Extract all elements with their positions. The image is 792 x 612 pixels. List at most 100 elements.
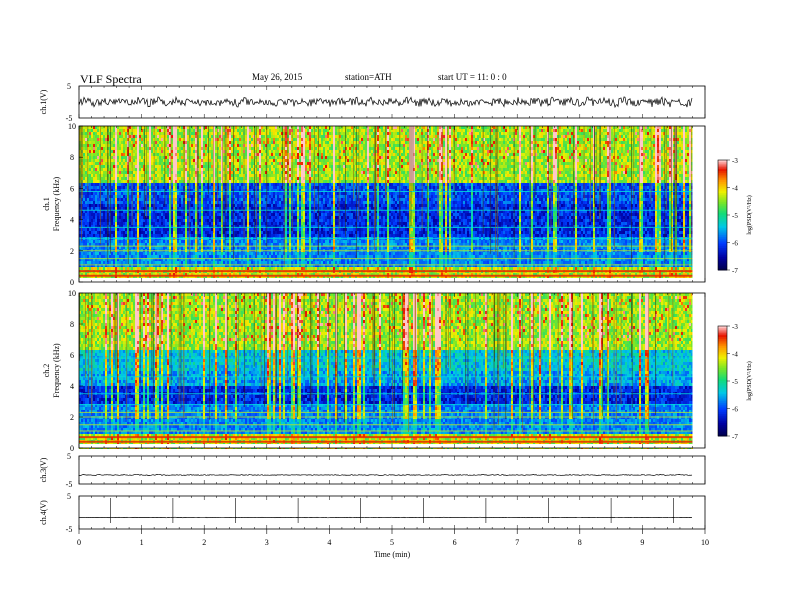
spectrogram-cell	[257, 132, 259, 135]
spectrogram-cell	[157, 132, 159, 135]
spectrogram-cell	[175, 159, 177, 162]
spectrogram-cell	[223, 264, 225, 267]
spectrogram-cell	[109, 246, 111, 249]
spectrogram-cell	[257, 147, 259, 150]
spectrogram-cell	[179, 174, 181, 177]
spectrogram-cell	[159, 186, 161, 189]
spectrogram-cell	[167, 264, 169, 267]
spectrogram-cell	[201, 159, 203, 162]
spectrogram-cell	[225, 162, 227, 165]
spectrogram-cell	[163, 180, 165, 183]
spectrogram-cell	[133, 207, 135, 210]
spectrogram-cell	[231, 255, 233, 258]
spectrogram-cell	[131, 255, 133, 258]
spectrogram-cell	[183, 228, 185, 231]
spectrogram-cell	[179, 243, 181, 246]
spectrogram-cell	[259, 195, 261, 198]
spectrogram-cell	[235, 255, 237, 258]
spectrogram-cell	[217, 126, 219, 129]
spectrogram-cell	[181, 216, 183, 219]
spectrogram-cell	[231, 147, 233, 150]
spectrogram-cell	[165, 153, 167, 156]
spectrogram-cell	[255, 192, 257, 195]
spectrogram-cell	[175, 240, 177, 243]
spectrogram-cell	[265, 174, 267, 177]
spectrogram-cell	[195, 156, 197, 159]
spectrogram-cell	[161, 192, 163, 195]
spectrogram-cell	[157, 198, 159, 201]
spectrogram-cell	[165, 135, 167, 138]
spectrogram-cell	[91, 201, 93, 204]
spectrogram-cell	[219, 144, 221, 147]
spectrogram-cell	[235, 204, 237, 207]
spectrogram-cell	[89, 135, 91, 138]
spectrogram-cell	[181, 222, 183, 225]
spectrogram-cell	[245, 162, 247, 165]
spectrogram-cell	[177, 243, 179, 246]
spectrogram-cell	[255, 198, 257, 201]
spectrogram-cell	[125, 165, 127, 168]
spectrogram-cell	[221, 189, 223, 192]
spectrogram-cell	[129, 132, 131, 135]
spectrogram-cell	[129, 183, 131, 186]
spectrogram-cell	[191, 231, 193, 234]
spectrogram-cell	[257, 240, 259, 243]
spectrogram-cell	[101, 198, 103, 201]
spectrogram-cell	[231, 171, 233, 174]
spectrogram-cell	[247, 258, 249, 261]
spectrogram-cell	[151, 192, 153, 195]
spectrogram-cell	[129, 168, 131, 171]
spectrogram-cell	[143, 162, 145, 165]
spectrogram-cell	[225, 273, 227, 276]
spectrogram-cell	[261, 138, 263, 141]
spectrogram-cell	[201, 162, 203, 165]
spectrogram-cell	[167, 177, 169, 180]
spectrogram-cell	[109, 231, 111, 234]
spectrogram-cell	[263, 180, 265, 183]
spectrogram-cell	[177, 258, 179, 261]
spectrogram-cell	[147, 228, 149, 231]
spectrogram-cell	[149, 159, 151, 162]
spectrogram-cell	[231, 126, 233, 129]
spectrogram-cell	[201, 234, 203, 237]
spectrogram-cell	[207, 195, 209, 198]
spectrogram-cell	[165, 240, 167, 243]
spectrogram-cell	[105, 243, 107, 246]
spectrogram-cell	[123, 129, 125, 132]
spectrogram-cell	[235, 129, 237, 132]
spectrogram-cell	[183, 222, 185, 225]
spectrogram-cell	[165, 147, 167, 150]
spectrogram-cell	[135, 135, 137, 138]
spectrogram-cell	[155, 258, 157, 261]
spectrogram-cell	[205, 195, 207, 198]
spectrogram-cell	[265, 258, 267, 261]
spectrogram-cell	[159, 147, 161, 150]
spectrogram-cell	[269, 132, 271, 135]
spectrogram-cell	[133, 141, 135, 144]
spectrogram-cell	[131, 228, 133, 231]
spectrogram-cell	[217, 183, 219, 186]
spectrogram-cell	[221, 267, 223, 270]
spectrogram-cell	[111, 165, 113, 168]
spectrogram-cell	[85, 276, 87, 279]
spectrogram-cell	[235, 177, 237, 180]
spectrogram-cell	[245, 129, 247, 132]
spectrogram-cell	[125, 207, 127, 210]
spectrogram-cell	[141, 174, 143, 177]
spectrogram-cell	[147, 153, 149, 156]
spectrogram-cell	[109, 222, 111, 225]
spectrogram-cell	[99, 162, 101, 165]
spectrogram-cell	[231, 189, 233, 192]
spectrogram-cell	[129, 231, 131, 234]
spectrogram-cell	[187, 150, 189, 153]
spectrogram-cell	[137, 162, 139, 165]
chart-title: VLF Spectra	[80, 72, 142, 87]
spectrogram-cell	[259, 264, 261, 267]
spectrogram-cell	[103, 213, 105, 216]
spectrogram-cell	[97, 165, 99, 168]
spectrogram-cell	[223, 162, 225, 165]
spectrogram-cell	[151, 207, 153, 210]
spectrogram-cell	[83, 273, 85, 276]
spectrogram-cell	[145, 156, 147, 159]
spectrogram-cell	[91, 261, 93, 264]
